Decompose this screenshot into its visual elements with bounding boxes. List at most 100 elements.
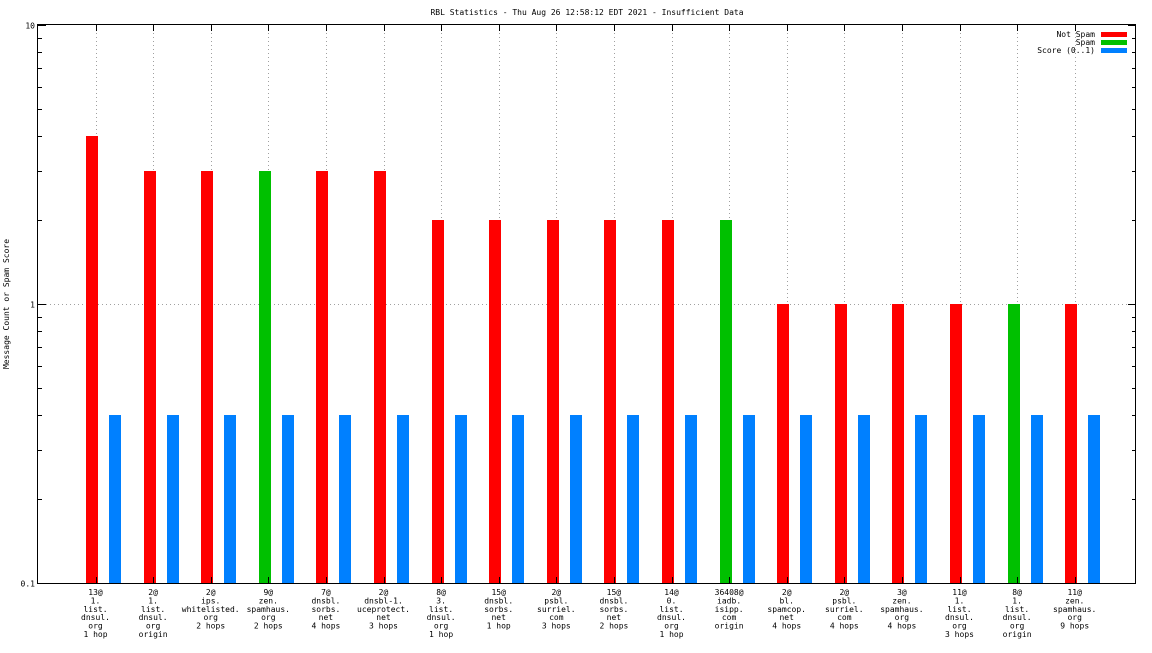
x-tick-label-line: surriel. xyxy=(825,605,864,614)
x-tick-label: 3@ zen. spamhaus. org 4 hops xyxy=(880,588,923,631)
x-tick-label-line: 2 hops xyxy=(254,622,283,631)
x-tick-label-line: list. xyxy=(659,605,683,614)
x-tick-label-line: 8@ xyxy=(1012,588,1022,597)
x-tick-label-line: 1 hop xyxy=(659,630,683,639)
x-tick-label-line: dnsbl-1. xyxy=(364,596,403,605)
x-tick-label-line: org xyxy=(664,622,679,631)
x-tick-label-line: org xyxy=(261,613,276,622)
x-tick-label-line: 3 hops xyxy=(369,622,398,631)
y-tick-label: 1 xyxy=(30,301,35,310)
bar-spam xyxy=(259,171,271,583)
x-tick-label-line: bl. xyxy=(779,596,793,605)
x-tick-label-line: net xyxy=(319,613,334,622)
x-tick-label-line: psbl. xyxy=(544,596,568,605)
bar-score xyxy=(512,415,524,583)
x-tick-label-line: zen. xyxy=(892,596,911,605)
x-tick-label-line: 9@ xyxy=(263,588,273,597)
x-tick-label-line: dnsbl. xyxy=(311,596,340,605)
x-tick-label-line: 1. xyxy=(91,596,101,605)
x-tick-label-line: org xyxy=(952,622,967,631)
x-tick-label: 9@ zen. spamhaus. org 2 hops xyxy=(247,588,290,631)
x-tick-label-line: dnsul. xyxy=(139,613,168,622)
x-tick-label-line: spamhaus. xyxy=(880,605,923,614)
x-tick-label: 2@ ips. whitelisted. org 2 hops xyxy=(182,588,240,631)
x-tick-label-line: 1. xyxy=(148,596,158,605)
x-tick-label-line: iadb. xyxy=(717,596,741,605)
x-tick-label-line: 2@ xyxy=(206,588,216,597)
x-tick-label-line: sorbs. xyxy=(484,605,513,614)
bar-not-spam xyxy=(604,220,616,583)
x-tick-label-line: list. xyxy=(429,605,453,614)
bar-not-spam xyxy=(892,304,904,583)
x-tick-label-line: net xyxy=(491,613,506,622)
x-tick-label-line: net xyxy=(779,613,794,622)
x-tick-label-line: 3@ xyxy=(897,588,907,597)
x-tick-label-line: com xyxy=(722,613,737,622)
bar-not-spam xyxy=(662,220,674,583)
bars-layer xyxy=(86,136,1100,583)
x-tick-label-line: 4 hops xyxy=(311,622,340,631)
bar-score xyxy=(627,415,639,583)
x-tick-label-line: 2 hops xyxy=(599,622,628,631)
x-tick-label: 2@ psbl. surriel. com 4 hops xyxy=(825,588,864,631)
x-tick-label-line: dnsul. xyxy=(657,613,686,622)
x-tick-label: 2@ 1. list. dnsul. org origin xyxy=(139,588,168,639)
x-tick-label-line: org xyxy=(1067,613,1082,622)
x-tick-label-line: 15@ xyxy=(607,588,622,597)
x-tick-label-line: 13@ xyxy=(88,588,103,597)
x-tick-label: 11@ 1. list. dnsul. org 3 hops xyxy=(945,588,974,639)
y-axis-label: Message Count or Spam Score xyxy=(2,239,11,369)
x-tick-label-line: origin xyxy=(139,630,168,639)
x-tick-label-line: sorbs. xyxy=(311,605,340,614)
x-tick-label: 15@ dnsbl. sorbs. net 1 hop xyxy=(484,588,513,631)
bar-score xyxy=(743,415,755,583)
x-tick-label-line: 15@ xyxy=(491,588,506,597)
x-tick-label-line: 8@ xyxy=(436,588,446,597)
x-tick-label-line: isipp. xyxy=(715,605,744,614)
x-tick-label-line: dnsul. xyxy=(81,613,110,622)
y-tick-label: 10 xyxy=(25,22,35,31)
bar-score xyxy=(282,415,294,583)
bar-not-spam xyxy=(489,220,501,583)
bar-not-spam xyxy=(201,171,213,583)
legend-label: Not Spam xyxy=(1056,30,1095,39)
x-tick-label-line: net xyxy=(376,613,391,622)
x-tick-label-line: 4 hops xyxy=(887,622,916,631)
x-tick-label-line: spamhaus. xyxy=(1053,605,1096,614)
x-tick-label-line: origin xyxy=(1003,630,1032,639)
x-tick-label-line: ips. xyxy=(201,596,220,605)
x-tick-label-line: net xyxy=(607,613,622,622)
x-tick-label-line: com xyxy=(549,613,564,622)
bar-score xyxy=(455,415,467,583)
bar-score xyxy=(973,415,985,583)
bar-not-spam xyxy=(777,304,789,583)
x-tick-label-line: com xyxy=(837,613,852,622)
x-tick-label-line: 1. xyxy=(955,596,965,605)
x-tick-label-line: dnsul. xyxy=(945,613,974,622)
bar-not-spam xyxy=(86,136,98,583)
x-tick-label-line: 11@ xyxy=(1067,588,1082,597)
x-tick-label-line: origin xyxy=(715,622,744,631)
bar-score xyxy=(915,415,927,583)
x-tick-label-line: 2@ xyxy=(148,588,158,597)
x-tick-label-line: dnsbl. xyxy=(599,596,628,605)
x-tick-label-line: 2 hops xyxy=(196,622,225,631)
bar-not-spam xyxy=(316,171,328,583)
x-tick-label: 15@ dnsbl. sorbs. net 2 hops xyxy=(599,588,628,631)
x-tick-label-line: 1. xyxy=(1012,596,1022,605)
bar-score xyxy=(800,415,812,583)
x-tick-label: 13@ 1. list. dnsul. org 1 hop xyxy=(81,588,110,639)
bar-score xyxy=(858,415,870,583)
x-tick-label-line: 2@ xyxy=(782,588,792,597)
x-tick-label-line: 9 hops xyxy=(1060,622,1089,631)
x-tick-label-line: 0. xyxy=(667,596,677,605)
legend-swatch xyxy=(1101,40,1127,45)
x-tick-label-line: whitelisted. xyxy=(182,605,240,614)
x-tick-label-line: 2@ xyxy=(839,588,849,597)
x-tick-label-line: 14@ xyxy=(664,588,679,597)
x-tick-label-line: 4 hops xyxy=(772,622,801,631)
x-tick-label: 2@ dnsbl-1. uceprotect. net 3 hops xyxy=(357,588,410,631)
x-tick-label: 8@ 3. list. dnsul. org 1 hop xyxy=(427,588,456,639)
bar-not-spam xyxy=(835,304,847,583)
